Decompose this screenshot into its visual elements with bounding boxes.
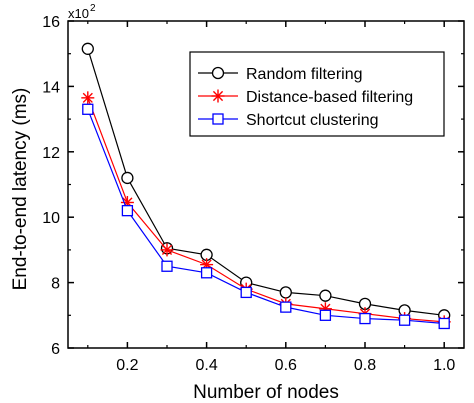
legend-box (189, 51, 445, 137)
x-tick-label: 0.4 (195, 357, 217, 374)
legend-item-distance-based-filtering: Distance-based filtering (198, 89, 413, 106)
data-point (279, 286, 292, 299)
data-point (359, 312, 371, 325)
legend-marker (211, 66, 225, 80)
series-random-filtering (81, 42, 451, 322)
y-tick-label: 8 (51, 276, 60, 293)
x-tick-label: 0.6 (275, 357, 297, 374)
data-point (438, 317, 450, 330)
data-point (82, 103, 94, 115)
data-point (160, 243, 174, 257)
data-point (161, 260, 173, 272)
series-shortcut-clustering (82, 103, 450, 330)
data-point (319, 289, 332, 302)
axes: 0.2 0.4 0.6 0.8 1.0 6 8 10 12 14 16 (42, 14, 465, 374)
y-tick-label: 10 (42, 210, 60, 227)
legend-marker (211, 89, 225, 103)
y-tick-label: 6 (51, 341, 60, 358)
series-line (87, 97, 445, 323)
y-tick-label: 14 (42, 79, 60, 96)
series-line (87, 109, 445, 325)
data-point (121, 205, 134, 217)
data-point (280, 301, 292, 313)
y-tick-label: 12 (42, 145, 60, 162)
legend-label: Distance-based filtering (246, 89, 413, 106)
data-point (319, 309, 332, 321)
data-point (121, 171, 134, 185)
legend-item-random-filtering: Random filtering (198, 66, 363, 83)
x-axis-title: Number of nodes (193, 382, 339, 403)
legend-label: Shortcut clustering (246, 112, 379, 129)
series-line (87, 48, 445, 316)
x-tick-label: 0.8 (354, 357, 376, 374)
legend: Random filtering Distance-based filtering… (189, 51, 445, 137)
x-tick-label: 1.0 (433, 357, 455, 374)
y-axis-title: End-to-end latency (ms) (10, 88, 31, 291)
legend-item-shortcut-clustering: Shortcut clustering (198, 112, 379, 129)
legend-marker (212, 113, 224, 125)
data-point (200, 267, 213, 279)
data-point (81, 42, 94, 55)
legend-label: Random filtering (246, 66, 363, 83)
y-tick-label: 16 (42, 14, 60, 31)
data-point (398, 314, 411, 326)
series-layer (81, 42, 451, 330)
data-point (81, 91, 95, 105)
y-multiplier-exponent: 2 (90, 3, 96, 14)
y-multiplier-label: x10 (68, 6, 89, 21)
x-tick-label: 0.2 (116, 357, 138, 374)
data-point (240, 286, 252, 299)
